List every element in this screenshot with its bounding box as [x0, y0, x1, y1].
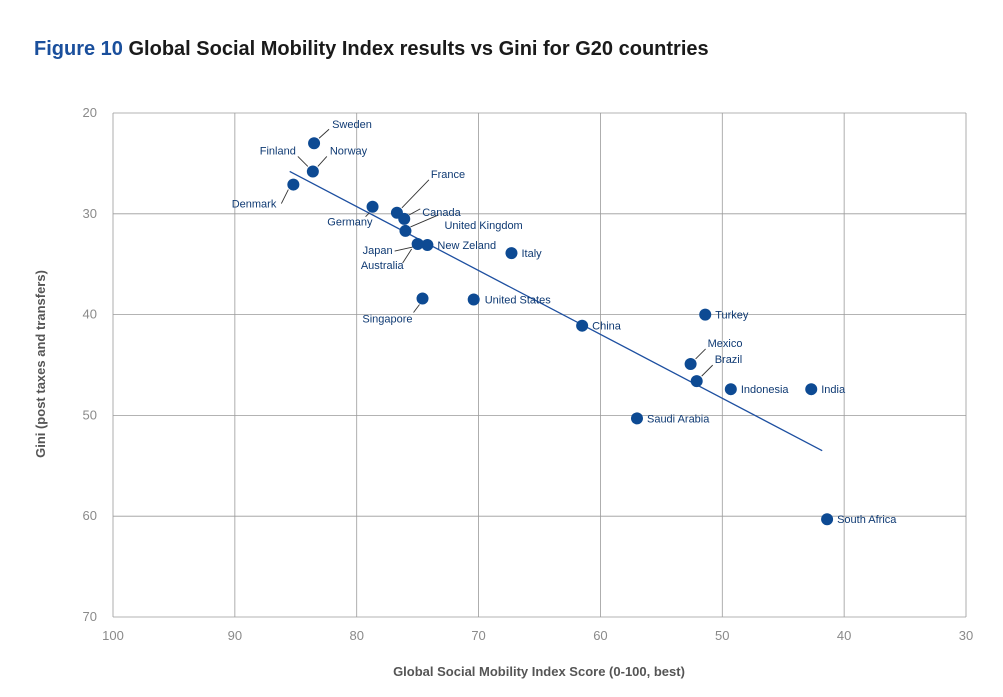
leader-line [695, 348, 706, 360]
point-label: Brazil [715, 354, 743, 366]
leader-line [318, 128, 330, 139]
label-leader-lines [280, 128, 714, 377]
data-point [411, 238, 424, 251]
data-point [306, 165, 319, 178]
data-point [699, 308, 712, 321]
x-tick-label: 70 [471, 628, 485, 643]
point-label: Sweden [332, 119, 372, 131]
figure-title: Global Social Mobility Index results vs … [128, 38, 709, 60]
point-label: Canada [422, 207, 461, 219]
y-axis-ticks: 20 30 40 50 60 70 [83, 105, 97, 624]
x-tick-label: 50 [715, 628, 729, 643]
point-label: South Africa [837, 514, 897, 526]
point-labels: Sweden Norway Finland Denmark Germany France C… [232, 119, 898, 526]
y-tick-label: 60 [83, 508, 97, 523]
y-axis-label: Gini (post taxes and transfers) [33, 270, 48, 458]
y-tick-label: 20 [83, 105, 97, 120]
data-point [724, 383, 737, 396]
leader-line [402, 248, 413, 264]
point-label: United States [485, 294, 552, 306]
leader-line [413, 304, 420, 313]
data-point [287, 178, 300, 191]
x-tick-label: 80 [349, 628, 363, 643]
point-label: Indonesia [741, 384, 790, 396]
point-label: Japan [363, 245, 393, 257]
data-point [684, 357, 697, 370]
point-label: India [821, 384, 846, 396]
data-point [308, 137, 321, 150]
point-label: Finland [260, 145, 296, 157]
x-tick-label: 90 [228, 628, 242, 643]
y-tick-label: 30 [83, 206, 97, 221]
leader-line [394, 246, 413, 252]
leader-line [297, 156, 309, 167]
point-label: Turkey [715, 310, 749, 322]
data-point [576, 319, 589, 332]
leader-line [317, 156, 328, 167]
chart-title: Figure 10 Global Social Mobility Index r… [34, 38, 709, 61]
data-point [399, 224, 412, 237]
leader-line [409, 208, 421, 216]
point-label: Norway [330, 145, 368, 157]
y-tick-label: 70 [83, 609, 97, 624]
point-label: China [592, 321, 622, 333]
x-tick-label: 40 [837, 628, 851, 643]
data-point [416, 292, 429, 305]
point-label: Denmark [232, 199, 277, 211]
trendline [289, 170, 823, 452]
leader-line [280, 189, 289, 204]
y-tick-label: 50 [83, 407, 97, 422]
data-point [805, 383, 818, 396]
x-tick-label: 100 [102, 628, 124, 643]
x-axis-ticks: 100 90 80 70 60 50 40 30 [102, 628, 973, 643]
data-point [467, 293, 480, 306]
point-label: Singapore [362, 313, 412, 325]
data-points [287, 137, 834, 526]
y-tick-label: 40 [83, 307, 97, 322]
leader-line [401, 179, 430, 209]
data-point [505, 247, 518, 260]
data-point [821, 513, 834, 526]
point-label: Italy [521, 248, 542, 260]
point-label: Germany [327, 217, 373, 229]
data-point [398, 212, 411, 225]
grid-lines [112, 112, 967, 618]
data-point [690, 375, 703, 388]
point-label: Australia [361, 260, 405, 272]
point-label: France [431, 169, 465, 181]
point-label: New Zeland [437, 240, 496, 252]
x-axis-label: Global Social Mobility Index Score (0-10… [393, 664, 685, 679]
x-tick-label: 30 [959, 628, 973, 643]
data-point [366, 200, 379, 213]
point-label: Mexico [708, 338, 743, 350]
point-label: Saudi Arabia [647, 413, 710, 425]
leader-line [410, 214, 439, 228]
leader-line [701, 364, 714, 377]
figure-label: Figure 10 [34, 38, 123, 60]
point-label: United Kingdom [444, 220, 522, 232]
data-point [421, 239, 434, 252]
leader-line [365, 212, 370, 218]
x-tick-label: 60 [593, 628, 607, 643]
data-point [630, 412, 643, 425]
